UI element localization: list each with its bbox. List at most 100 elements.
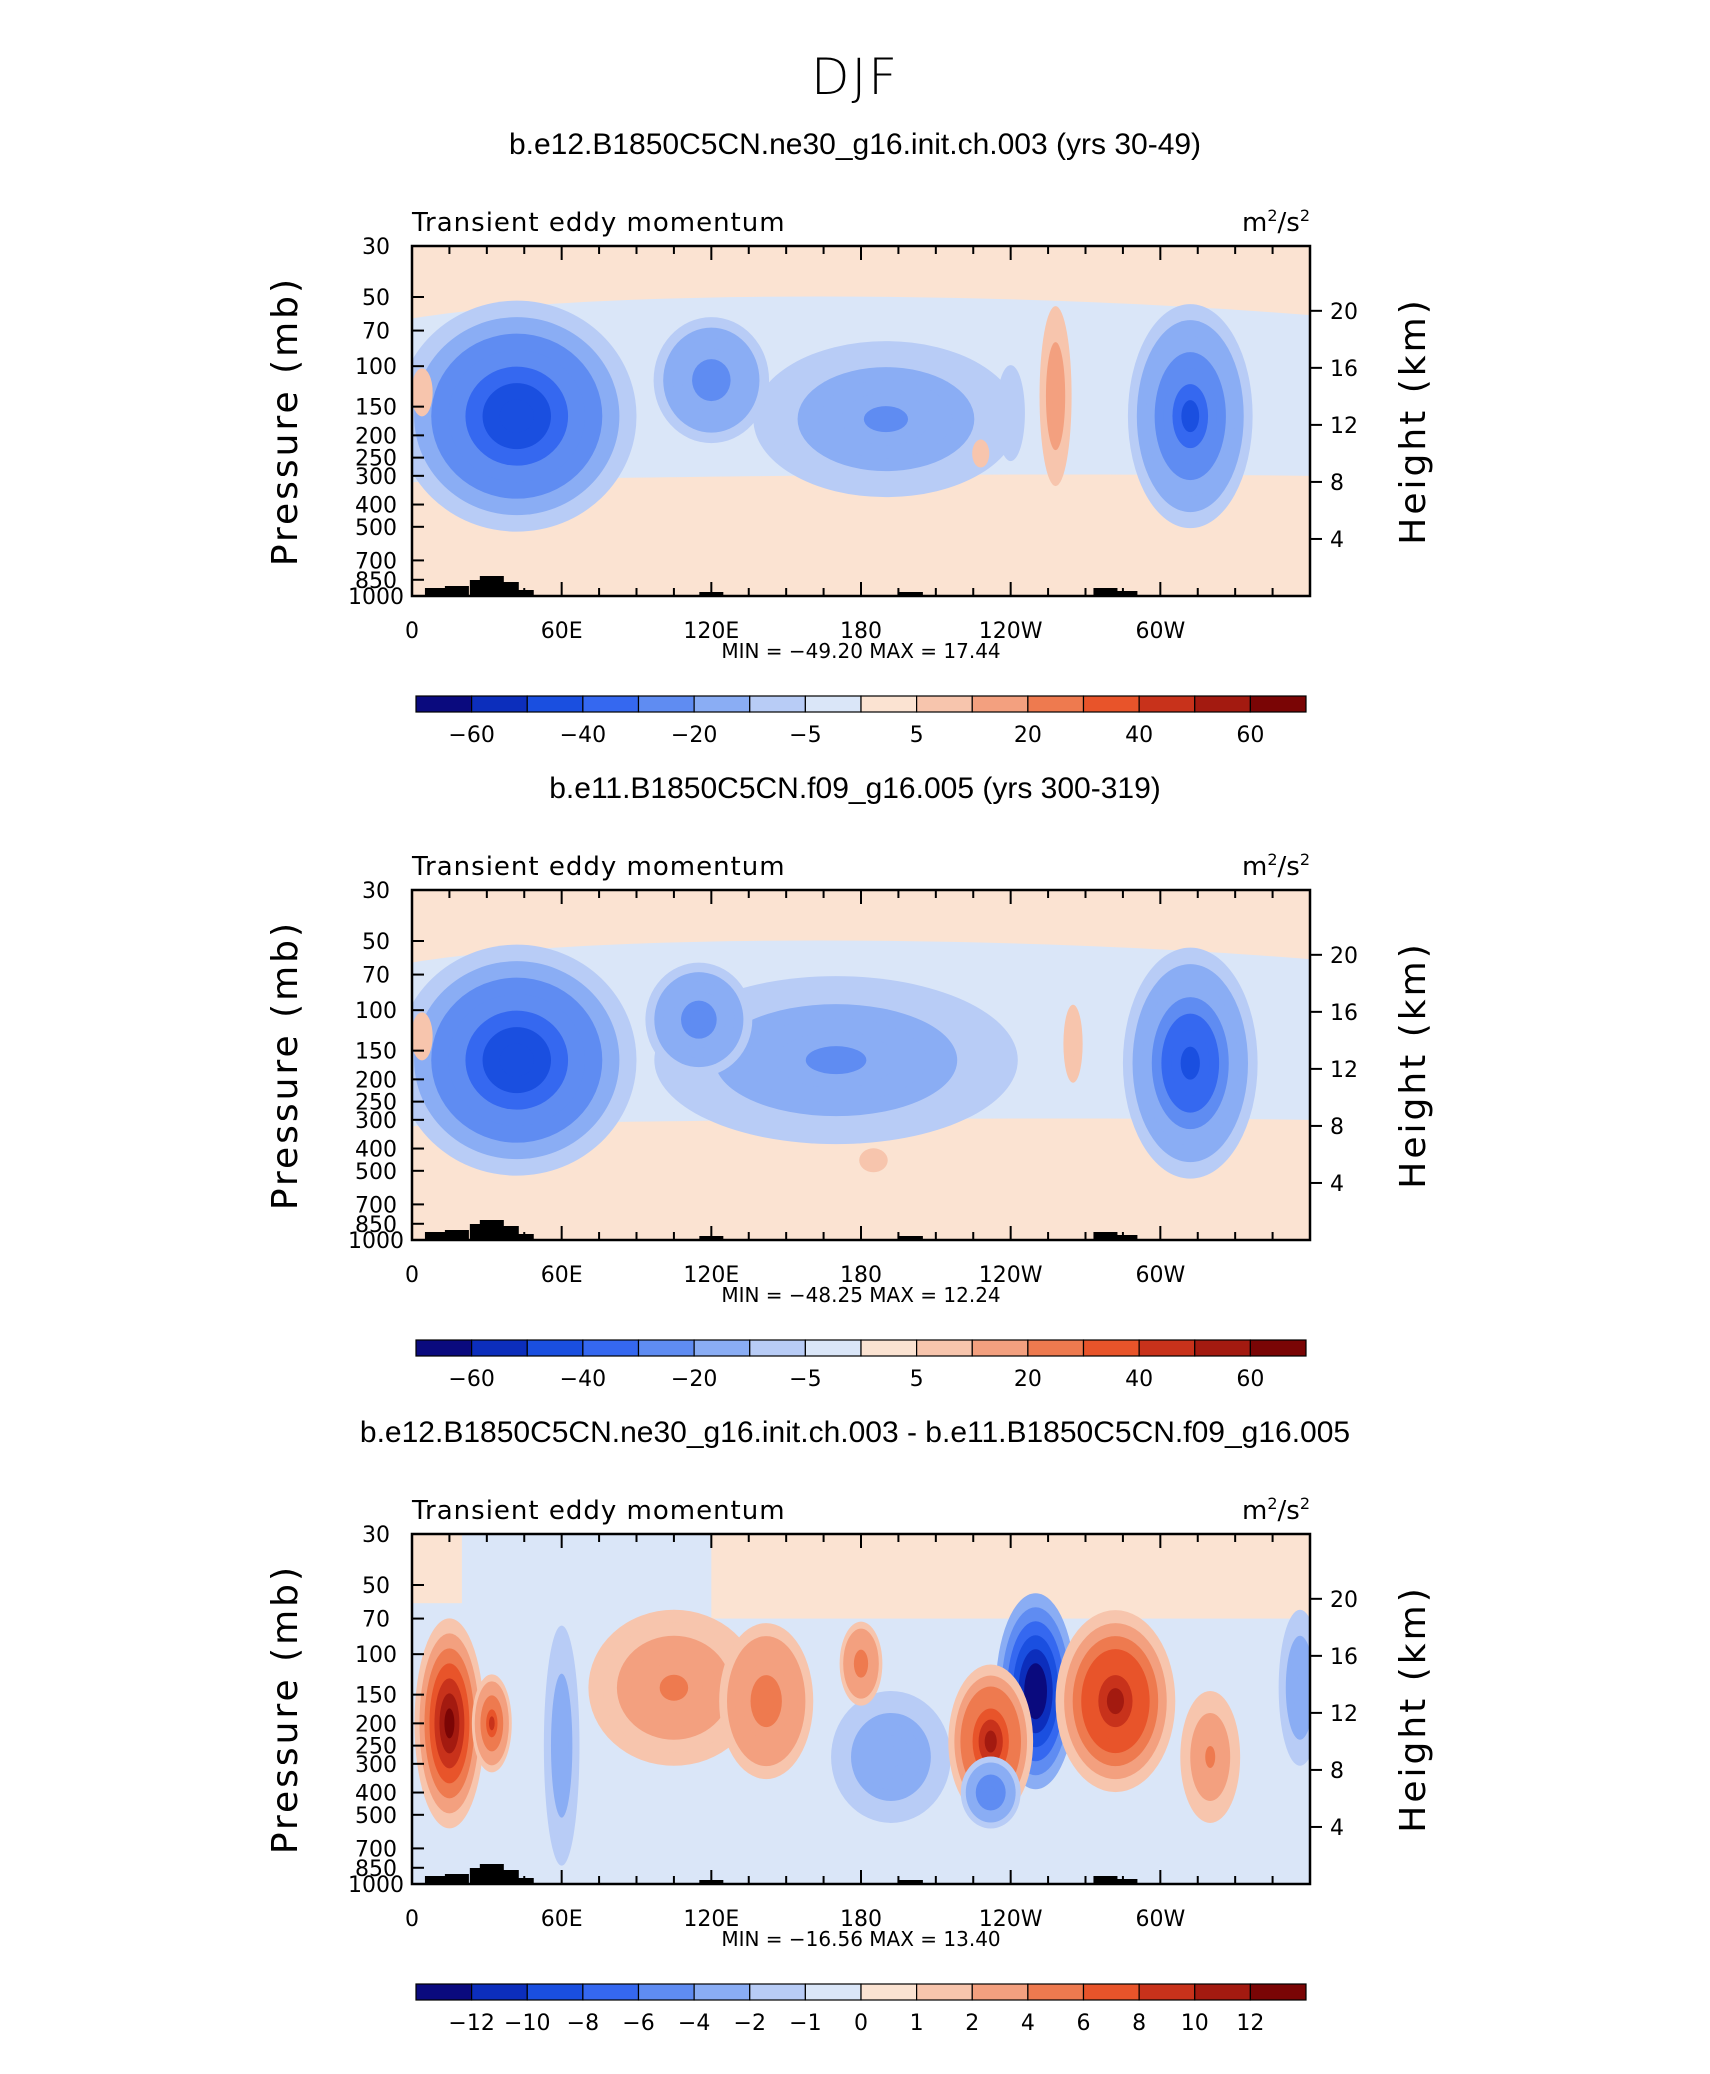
topography bbox=[1113, 1235, 1138, 1240]
x-tick-label: 60E bbox=[541, 1907, 583, 1932]
panel-title: b.e12.B1850C5CN.ne30_g16.init.ch.003 (yr… bbox=[508, 128, 1202, 161]
figure-title: DJF bbox=[810, 48, 899, 106]
colorbar-swatch bbox=[1194, 1339, 1251, 1357]
y-tick-label: 250 bbox=[355, 1091, 397, 1116]
y-tick-label: 200 bbox=[355, 1712, 397, 1737]
contour-level bbox=[976, 446, 986, 461]
x-tick-label: 120W bbox=[979, 1263, 1043, 1288]
colorbar-swatch bbox=[1027, 695, 1085, 713]
y-tick-label: 850 bbox=[355, 1213, 397, 1238]
colorbar-swatch bbox=[749, 1983, 806, 2001]
colorbar-swatch bbox=[693, 1339, 751, 1357]
y-tick-label: 30 bbox=[362, 879, 390, 904]
y-tick-label: 300 bbox=[355, 1753, 397, 1778]
contour-level bbox=[857, 1656, 865, 1671]
units-part: 2 bbox=[1267, 206, 1277, 225]
contour-blob bbox=[1180, 1690, 1241, 1823]
x-tick-label: 120W bbox=[979, 619, 1043, 644]
colorbar-swatch bbox=[860, 1983, 918, 2001]
contour-field bbox=[412, 1534, 1310, 1884]
colorbar-label: −2 bbox=[734, 2011, 766, 2036]
y-tick-label: 200 bbox=[355, 424, 397, 449]
x-tick-label: 180 bbox=[840, 619, 882, 644]
topography bbox=[1093, 588, 1118, 596]
y-tick-label: 850 bbox=[355, 1857, 397, 1882]
topography bbox=[1113, 1879, 1138, 1884]
colorbar-swatch bbox=[916, 1339, 973, 1357]
contour-blob bbox=[859, 1148, 888, 1173]
y-tick-label: 30 bbox=[362, 235, 390, 260]
colorbar-label: −1 bbox=[789, 2011, 821, 2036]
y-tick-label: 500 bbox=[355, 516, 397, 541]
contour-level bbox=[499, 399, 534, 433]
panel-title: b.e12.B1850C5CN.ne30_g16.init.ch.003 - b… bbox=[359, 1416, 1351, 1449]
y-tick-label: 850 bbox=[355, 569, 397, 594]
contour-blob bbox=[1278, 1609, 1310, 1766]
topography bbox=[1113, 591, 1138, 596]
topography bbox=[424, 1876, 449, 1884]
colorbar-swatch bbox=[749, 1339, 806, 1357]
contour-blob bbox=[831, 1690, 951, 1823]
topography bbox=[898, 592, 923, 596]
units-part: m bbox=[1242, 1496, 1267, 1526]
colorbar-swatch bbox=[860, 695, 918, 713]
colorbar-swatch bbox=[860, 1339, 918, 1357]
min-max-label: MIN = −48.25 MAX = 12.24 bbox=[721, 1283, 1000, 1307]
panel-2: b.e11.B1850C5CN.f09_g16.005 (yrs 300-319… bbox=[0, 772, 1710, 1422]
colorbar-swatch bbox=[749, 695, 806, 713]
y-tick-label: 500 bbox=[355, 1160, 397, 1185]
topography bbox=[509, 590, 534, 596]
colorbar-label: 60 bbox=[1236, 1367, 1264, 1392]
colorbar-swatch bbox=[693, 695, 751, 713]
y-tick-label: 70 bbox=[362, 1608, 390, 1633]
colorbar-swatch bbox=[415, 695, 473, 713]
contour-level bbox=[418, 384, 426, 401]
height-tick-label: 8 bbox=[1330, 471, 1344, 496]
height-tick-label: 20 bbox=[1330, 944, 1358, 969]
height-axis-title: Height (km) bbox=[1393, 297, 1434, 544]
contour-blob bbox=[645, 962, 753, 1077]
x-tick-label: 60E bbox=[541, 619, 583, 644]
contour-blob bbox=[839, 1621, 883, 1706]
colorbar-label: −12 bbox=[448, 2011, 494, 2036]
topography bbox=[509, 1878, 534, 1884]
variable-label: Transient eddy momentum bbox=[411, 852, 786, 882]
contour-blob bbox=[1127, 304, 1253, 529]
y-tick-label: 30 bbox=[362, 1523, 390, 1548]
contour-level bbox=[1052, 378, 1059, 415]
contour-level bbox=[805, 1046, 867, 1075]
colorbar-swatch bbox=[1249, 695, 1307, 713]
units-part: m bbox=[1242, 852, 1267, 882]
colorbar-label: 40 bbox=[1125, 723, 1153, 748]
y-tick-label: 100 bbox=[355, 1643, 397, 1668]
contour-blob bbox=[960, 1756, 1021, 1829]
colorbar-swatch bbox=[637, 695, 695, 713]
colorbar-swatch bbox=[1027, 1339, 1085, 1357]
colorbar-label: 1 bbox=[910, 2011, 924, 2036]
contour-level bbox=[1296, 1674, 1304, 1701]
y-tick-label: 150 bbox=[355, 1040, 397, 1065]
contour-blob bbox=[588, 1609, 760, 1766]
topography bbox=[444, 1874, 469, 1884]
contour-blob bbox=[653, 317, 770, 444]
panel-title: b.e11.B1850C5CN.f09_g16.005 (yrs 300-319… bbox=[549, 772, 1161, 805]
colorbar-label: −5 bbox=[789, 723, 821, 748]
x-tick-label: 60W bbox=[1135, 1907, 1185, 1932]
x-tick-label: 180 bbox=[840, 1263, 882, 1288]
contour-level bbox=[985, 1786, 996, 1799]
contour-level bbox=[758, 1688, 775, 1715]
colorbar-swatch bbox=[804, 695, 862, 713]
y-tick-label: 400 bbox=[355, 1138, 397, 1163]
colorbar-swatch bbox=[916, 695, 973, 713]
colorbar-label: 2 bbox=[965, 2011, 979, 2036]
colorbar-swatch bbox=[1249, 1983, 1307, 2001]
y-tick-label: 700 bbox=[355, 1837, 397, 1862]
colorbar-swatch bbox=[916, 1983, 973, 2001]
contour-blob bbox=[753, 341, 1019, 498]
colorbar-swatch bbox=[582, 695, 640, 713]
x-tick-label: 60W bbox=[1135, 619, 1185, 644]
y-tick-label: 1000 bbox=[348, 1229, 404, 1254]
colorbar-swatch bbox=[804, 1339, 862, 1357]
panel-2-chart: Transient eddy momentum m2/s2305070100150… bbox=[265, 850, 1434, 1392]
colorbar-label: −60 bbox=[448, 723, 494, 748]
